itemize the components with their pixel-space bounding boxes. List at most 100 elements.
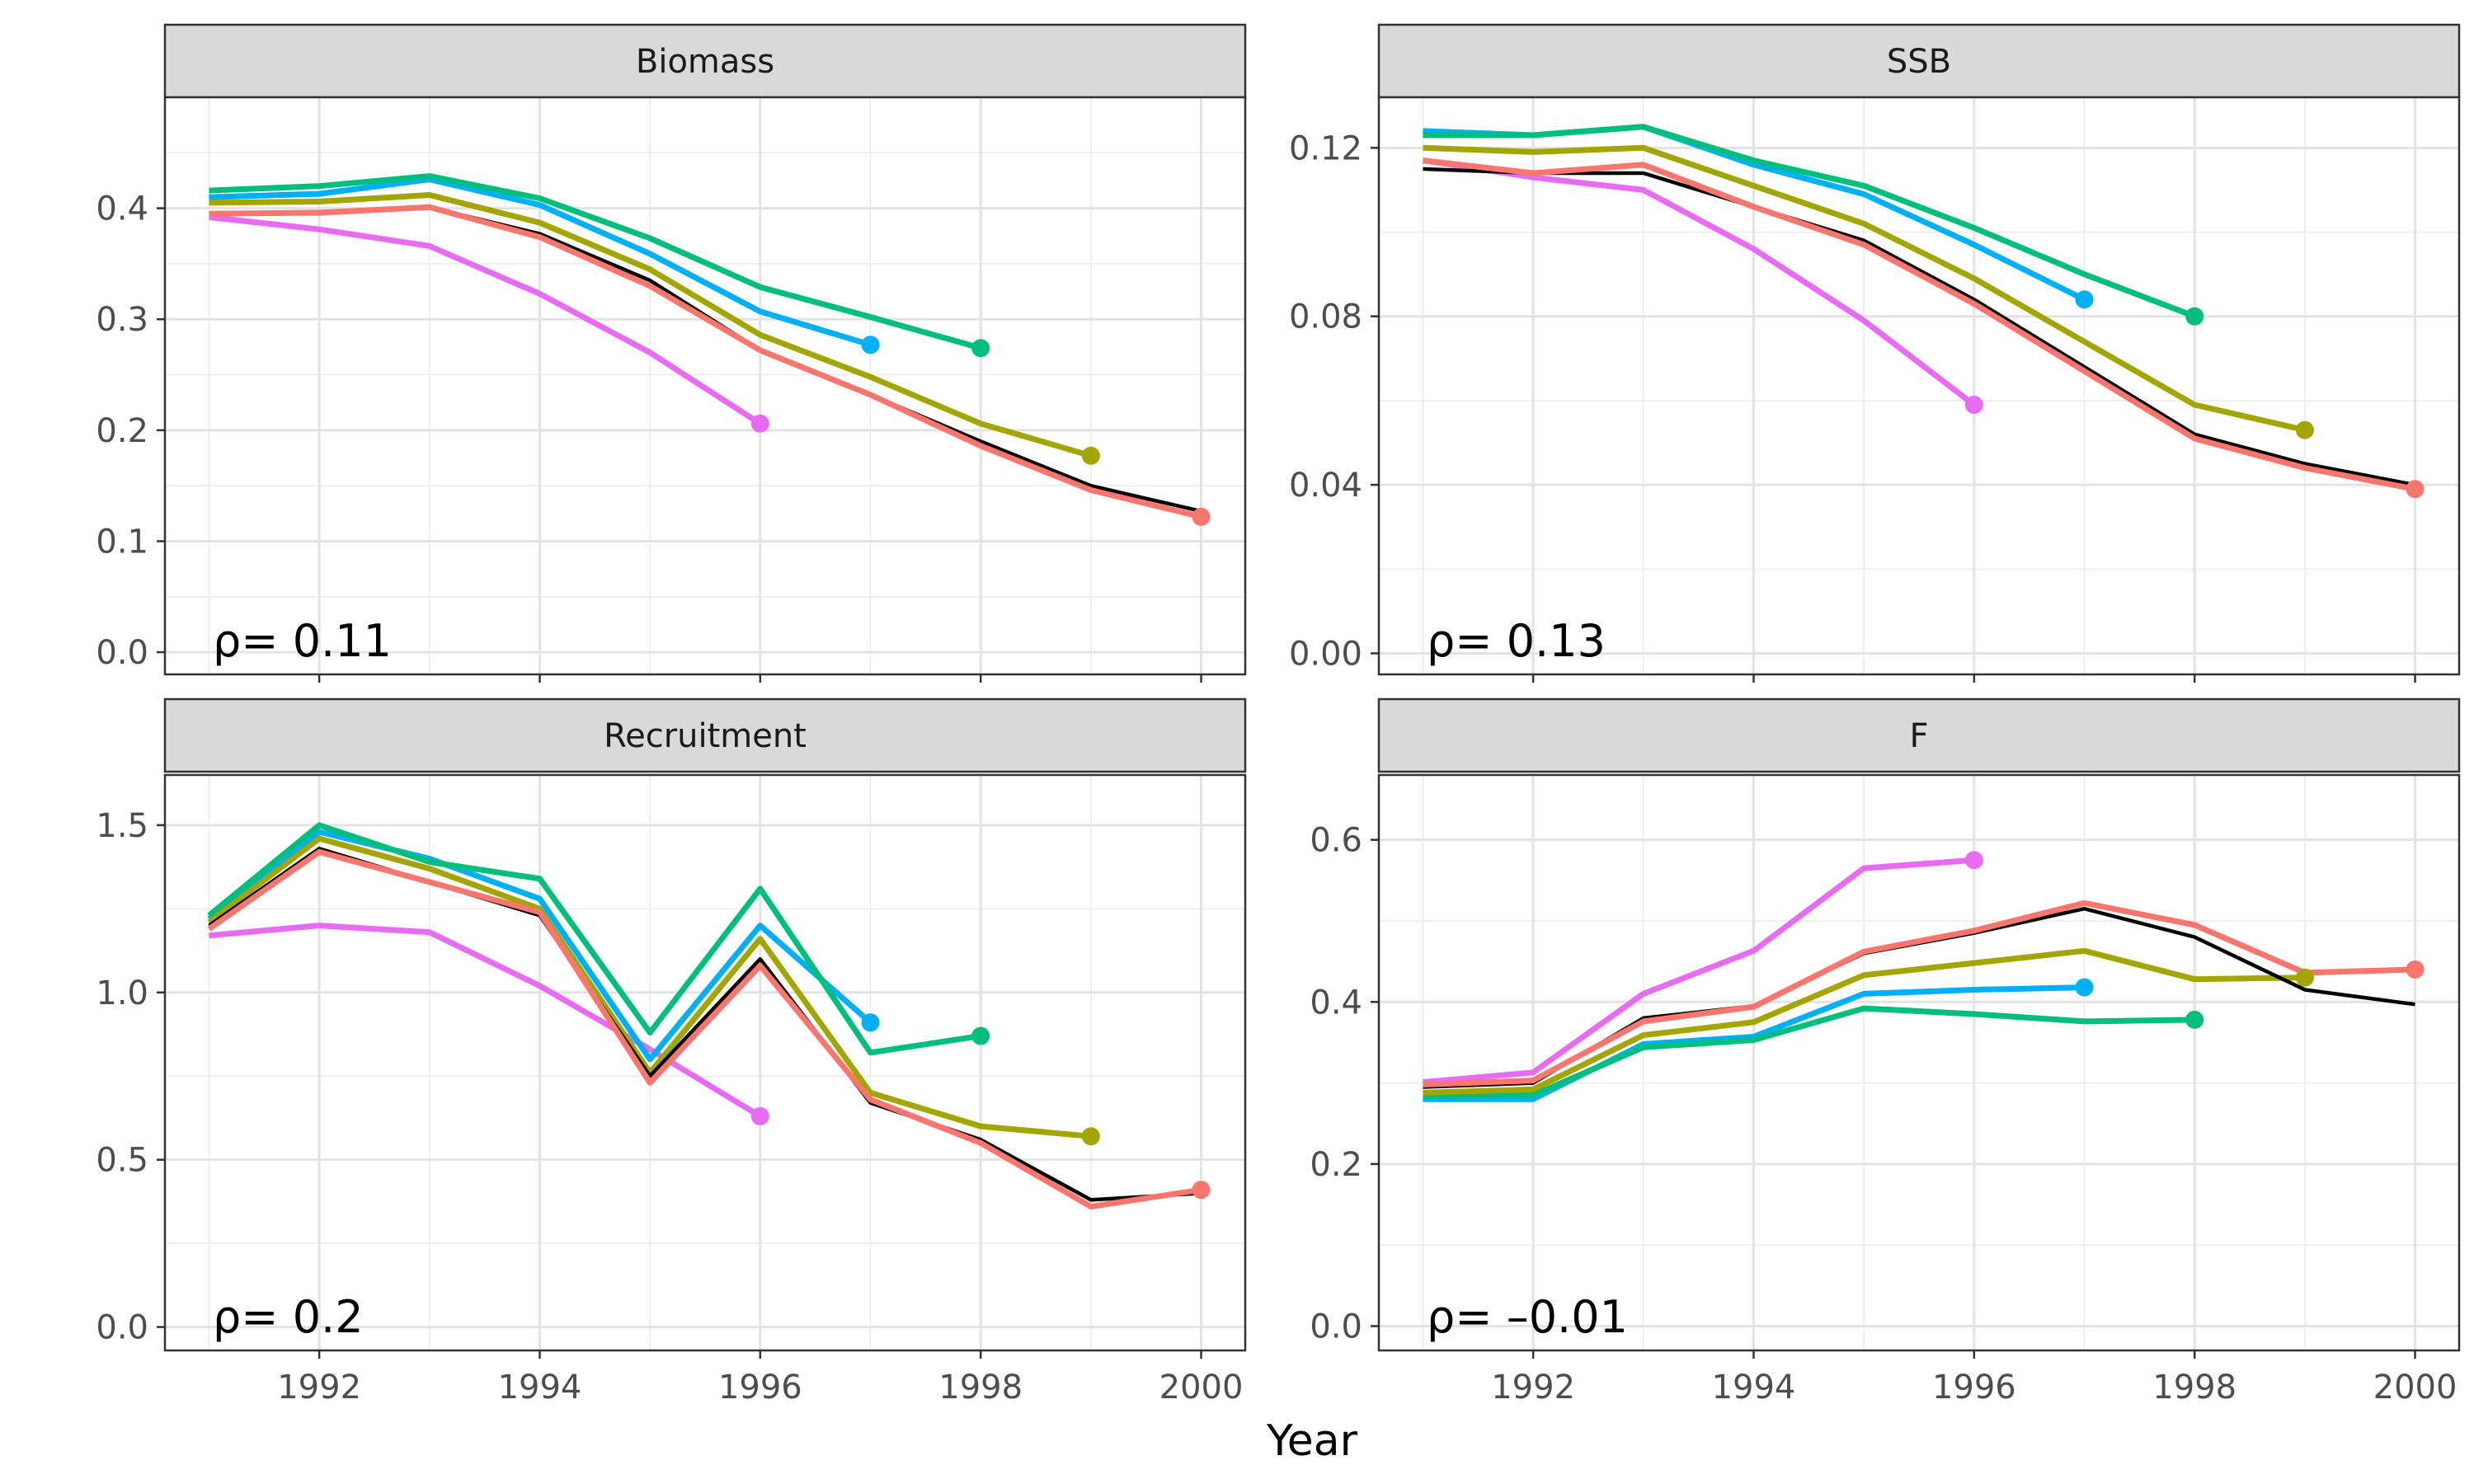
y-tick-label: 0.4 xyxy=(96,190,148,228)
series-endpoint-peel3 xyxy=(971,339,990,358)
panel-recruitment: Recruitment 0.0 0.5 1.0 1.5 1992 1994 1996 1998 2… xyxy=(96,697,1247,1407)
y-tick-label: 0.0 xyxy=(1310,1308,1362,1346)
y-tick-label: 0.12 xyxy=(1289,129,1362,167)
x-tick-label: 1992 xyxy=(277,1369,361,1407)
series-group xyxy=(207,822,1211,1209)
y-tick-label: 1.0 xyxy=(96,974,148,1012)
y-tick-label: 0.00 xyxy=(1289,635,1362,673)
panel-border xyxy=(163,96,1247,676)
panel-strip xyxy=(1377,23,2461,99)
series-endpoint-peel3 xyxy=(2185,1010,2204,1029)
panel-border xyxy=(1377,773,2461,1352)
rho-value: 0.13 xyxy=(1507,615,1606,667)
panel-f: F 0.0 0.2 0.4 0.6 1992 1994 1996 1998 2000 ρ= –0.0… xyxy=(1310,697,2461,1407)
gridlines xyxy=(1379,97,2459,674)
plot-area xyxy=(165,775,1245,1350)
rho-value: 0.11 xyxy=(293,615,392,667)
x-tick-label: 1994 xyxy=(1712,1369,1796,1407)
rho-symbol: ρ= xyxy=(213,1291,293,1343)
panel-strip xyxy=(163,23,1247,99)
gridlines xyxy=(165,775,1245,1350)
rho-symbol: ρ= xyxy=(1427,1291,1507,1343)
series-line-peel2 xyxy=(209,192,1092,459)
series-line-peel5 xyxy=(1422,157,1976,407)
series-endpoint-peel4 xyxy=(861,336,880,355)
rho-value: –0.01 xyxy=(1507,1291,1628,1343)
series-group xyxy=(1422,124,2425,499)
series-line-peel4 xyxy=(1423,984,2085,1102)
series-endpoint-peel2 xyxy=(1081,1127,1100,1146)
x-axis-title: Year xyxy=(1266,1416,1358,1466)
plot-area xyxy=(1379,775,2459,1350)
series-line-peel3 xyxy=(207,822,981,1056)
x-tick-label: 2000 xyxy=(2373,1369,2458,1407)
series-line-peel2 xyxy=(207,835,1092,1139)
y-tick-label: 0.6 xyxy=(1310,822,1362,860)
rho-value: 0.2 xyxy=(293,1291,364,1343)
series-line-peel2 xyxy=(1423,144,2306,434)
series-line-peel3 xyxy=(209,173,982,351)
series-endpoint-peel2 xyxy=(2295,420,2314,439)
x-tick-label: 1996 xyxy=(1932,1369,2016,1407)
series-endpoint-peel1 xyxy=(1192,1181,1211,1200)
panel-strip xyxy=(163,697,1247,773)
y-tick-label: 0.4 xyxy=(1310,984,1362,1021)
series-group xyxy=(1423,851,2425,1102)
series-line-peel1 xyxy=(1423,157,2416,492)
series-endpoint-peel5 xyxy=(1964,395,1983,414)
x-tick-label: 1998 xyxy=(2152,1369,2236,1407)
rho-symbol: ρ= xyxy=(1427,615,1507,667)
x-tick-label: 2000 xyxy=(1159,1369,1244,1407)
series-endpoint-peel4 xyxy=(2075,978,2094,997)
y-tick-label: 0.0 xyxy=(96,1309,148,1347)
series-line-ref xyxy=(1423,167,2415,487)
series-endpoint-peel5 xyxy=(1964,851,1983,870)
y-tick-label: 0.0 xyxy=(96,634,148,672)
y-tick-label: 0.5 xyxy=(96,1142,148,1180)
rho-annotation: ρ= –0.01 xyxy=(1427,1291,1628,1343)
y-tick-label: 0.08 xyxy=(1289,298,1362,336)
rho-symbol: ρ= xyxy=(213,615,293,667)
y-tick-label: 0.1 xyxy=(96,523,148,561)
series-endpoint-peel1 xyxy=(1192,507,1211,526)
series-line-peel1 xyxy=(1423,899,2415,1087)
series-endpoint-peel3 xyxy=(971,1026,990,1045)
series-endpoint-peel1 xyxy=(2406,960,2425,979)
x-tick-label: 1994 xyxy=(498,1369,582,1407)
rho-annotation: ρ= 0.2 xyxy=(213,1291,364,1343)
series-endpoint-peel1 xyxy=(2406,480,2425,499)
series-line-peel3 xyxy=(1423,124,2196,319)
y-tick-label: 0.04 xyxy=(1289,467,1362,505)
panel-border xyxy=(1377,96,2461,676)
x-tick-label: 1996 xyxy=(718,1369,802,1407)
series-line-peel5 xyxy=(1423,857,1975,1086)
rho-annotation: ρ= 0.13 xyxy=(1427,615,1606,667)
series-line-peel4 xyxy=(207,829,872,1063)
series-line-peel1 xyxy=(207,848,1202,1209)
gridlines xyxy=(1379,775,2459,1350)
plot-area xyxy=(1379,97,2459,674)
series-endpoint-peel3 xyxy=(2185,307,2204,326)
series-line-peel5 xyxy=(209,214,762,426)
panel-title: SSB xyxy=(1887,43,1951,81)
y-tick-label: 1.5 xyxy=(96,807,148,845)
series-endpoint-peel5 xyxy=(750,1106,769,1125)
series-line-peel1 xyxy=(209,204,1202,520)
panel-title: F xyxy=(1909,717,1928,755)
series-endpoint-peel2 xyxy=(1081,446,1100,465)
panel-title: Recruitment xyxy=(604,717,807,755)
series-endpoint-peel4 xyxy=(861,1013,880,1032)
series-line-peel3 xyxy=(1423,1005,2195,1099)
y-tick-label: 0.3 xyxy=(96,301,148,339)
panel-strip xyxy=(1377,697,2461,773)
panel-biomass: Biomass 0.0 0.1 0.2 0.3 0.4 ρ= 0.11 xyxy=(96,23,1247,683)
x-tick-label: 1998 xyxy=(938,1369,1023,1407)
panel-ssb: SSB 0.00 0.04 0.08 0.12 ρ= 0.13 xyxy=(1289,23,2461,683)
panel-border xyxy=(163,773,1247,1352)
rho-annotation: ρ= 0.11 xyxy=(213,615,392,667)
series-endpoint-peel5 xyxy=(750,414,769,433)
y-tick-label: 0.2 xyxy=(96,412,148,450)
series-group xyxy=(209,173,1211,526)
y-tick-label: 0.2 xyxy=(1310,1146,1362,1184)
